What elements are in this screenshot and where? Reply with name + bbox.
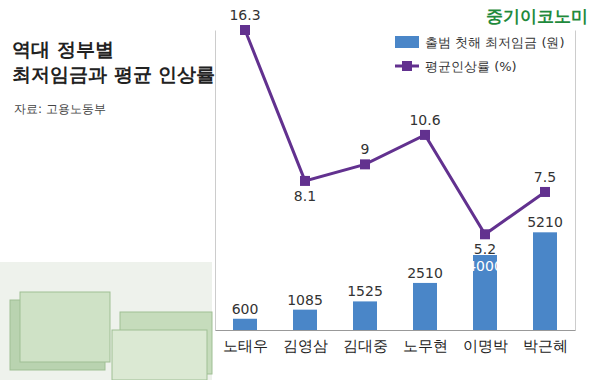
marks <box>233 25 557 330</box>
legend-swatch <box>395 36 419 48</box>
x-tick-label: 노태우 <box>223 337 268 355</box>
data-labels: 600 1085 1525 2510 4000 5210 16.3 8.1 9 10.6 5.2 7.… <box>229 7 562 317</box>
y2-axis-line <box>575 31 576 331</box>
bar-label: 1525 <box>347 283 383 299</box>
bar-label: 4000 <box>467 258 503 274</box>
bar-label: 1085 <box>287 292 323 308</box>
y-axis <box>215 31 216 331</box>
title: 역대 정부별최저임금과 평균 인상률 <box>12 38 215 85</box>
legend: 출범 첫해 최저임금 (원) 평균인상률 (%) <box>395 35 565 74</box>
x-tick: 노태우 <box>223 330 268 355</box>
x-tick: 김영삼 <box>283 330 328 355</box>
line-label: 5.2 <box>474 241 496 257</box>
line <box>245 30 545 234</box>
title-line: 역대 정부별 <box>12 38 114 60</box>
bar <box>533 232 557 330</box>
source: 자료: 고용노동부 <box>14 102 106 116</box>
line-label: 16.3 <box>229 7 260 23</box>
marker <box>240 25 250 35</box>
decor-bg <box>0 262 212 380</box>
legend-label: 평균인상률 (%) <box>425 59 517 74</box>
x-axis: 노태우 김영삼 김대중 노무현 이명박 박근혜 <box>216 330 576 355</box>
title-line: 최저임금과 평균 인상률 <box>12 63 215 85</box>
bar <box>413 283 437 330</box>
x-axis-line <box>216 330 576 331</box>
x-tick-label: 노무현 <box>403 337 448 355</box>
line-label: 9 <box>361 141 370 157</box>
legend-item: 출범 첫해 최저임금 (원) <box>395 35 565 50</box>
bar <box>293 310 317 330</box>
x-tick-label: 박근혜 <box>523 337 568 355</box>
x-tick: 노무현 <box>403 330 448 355</box>
marker <box>480 229 490 239</box>
line-label: 7.5 <box>534 169 556 185</box>
marker <box>540 187 550 197</box>
y2-axis <box>575 31 576 331</box>
line-label: 10.6 <box>409 112 440 128</box>
legend-item: 평균인상률 (%) <box>395 59 517 74</box>
y-axis-line <box>215 31 216 331</box>
bar <box>353 301 377 330</box>
legend-label: 출범 첫해 최저임금 (원) <box>425 35 565 50</box>
chart-container: 역대 정부별최저임금과 평균 인상률자료: 고용노동부 중기이코노미노태우 김영삼 김… <box>0 0 600 380</box>
bar <box>233 319 257 330</box>
logo: 중기이코노미 <box>486 6 588 26</box>
decor-bill <box>20 292 110 362</box>
bar-label: 600 <box>232 301 259 317</box>
x-tick-label: 이명박 <box>463 337 508 355</box>
chart: 역대 정부별최저임금과 평균 인상률자료: 고용노동부 중기이코노미노태우 김영삼 김… <box>0 0 600 380</box>
x-tick: 박근혜 <box>523 330 568 355</box>
decor-bill <box>112 330 207 380</box>
decoration <box>0 262 212 380</box>
marker <box>300 176 310 186</box>
marker <box>420 130 430 140</box>
bar-label: 2510 <box>407 265 443 281</box>
x-tick-label: 김영삼 <box>283 337 328 355</box>
line-label: 8.1 <box>294 188 316 204</box>
x-tick-label: 김대중 <box>343 337 388 355</box>
legend-swatch-marker <box>402 61 412 71</box>
x-tick: 이명박 <box>463 330 508 355</box>
bar-label: 5210 <box>527 214 563 230</box>
x-tick: 김대중 <box>343 330 388 355</box>
marker <box>360 159 370 169</box>
